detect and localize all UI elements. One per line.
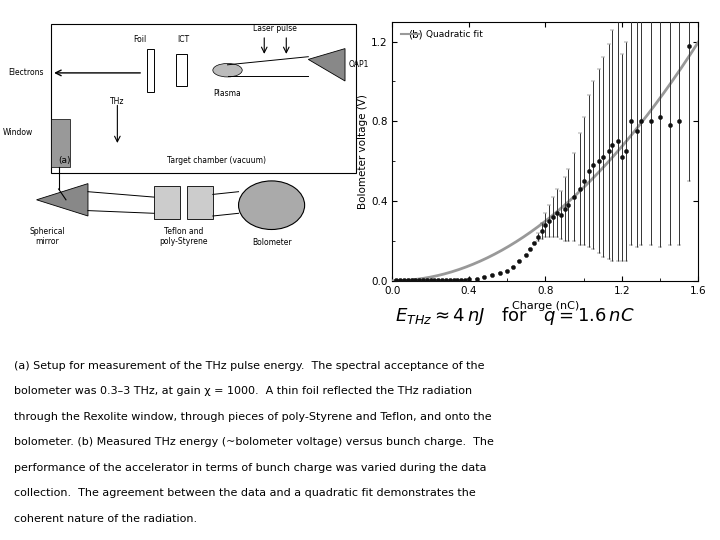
Text: Foil: Foil (132, 35, 146, 44)
Bar (147, 49, 154, 92)
Circle shape (238, 181, 305, 230)
Text: through the Rexolite window, through pieces of poly-Styrene and Teflon, and onto: through the Rexolite window, through pie… (14, 411, 492, 422)
Quadratic fit (665, 82, 674, 88)
Text: THz: THz (110, 97, 125, 106)
Polygon shape (308, 49, 345, 81)
Text: coherent nature of the radiation.: coherent nature of the radiation. (14, 514, 197, 524)
Bar (51, 24, 356, 173)
Text: Plasma: Plasma (214, 89, 241, 98)
Text: Spherical
mirror: Spherical mirror (30, 227, 66, 246)
Text: Electrons: Electrons (9, 69, 44, 77)
Text: performance of the accelerator in terms of bunch charge was varied during the da: performance of the accelerator in terms … (14, 463, 487, 473)
Bar (176, 54, 187, 86)
Text: Target chamber (vacuum): Target chamber (vacuum) (167, 156, 266, 165)
Text: Bolometer: Bolometer (252, 238, 292, 247)
Text: Teflon and
poly-Styrene: Teflon and poly-Styrene (159, 227, 207, 246)
Text: (a) Setup for measurement of the THz pulse energy.  The spectral acceptance of t: (a) Setup for measurement of the THz pul… (14, 361, 485, 371)
Quadratic fit (570, 193, 579, 199)
Bar (187, 186, 213, 219)
Line: Quadratic fit: Quadratic fit (392, 42, 698, 281)
Text: ICT: ICT (177, 35, 189, 44)
Polygon shape (37, 184, 88, 216)
Legend: Quadratic fit: Quadratic fit (397, 26, 486, 42)
Bar (154, 186, 180, 219)
Y-axis label: Bolometer voltage (V): Bolometer voltage (V) (358, 94, 368, 208)
Quadratic fit (646, 108, 654, 114)
Text: bolometer. (b) Measured THz energy (~bolometer voltage) versus bunch charge.  Th: bolometer. (b) Measured THz energy (~bol… (14, 437, 494, 447)
Quadratic fit (388, 278, 397, 284)
Text: collection.  The agreement between the data and a quadratic fit demonstrates the: collection. The agreement between the da… (14, 488, 476, 498)
Text: (b): (b) (408, 29, 423, 39)
Text: bolometer was 0.3–3 THz, at gain χ = 1000.  A thin foil reflected the THz radiat: bolometer was 0.3–3 THz, at gain χ = 100… (14, 386, 472, 396)
Text: $E_{THz} \approx 4\,nJ\quad\mathrm{for}\quad q = 1.6\,nC$: $E_{THz} \approx 4\,nJ\quad\mathrm{for}\… (395, 305, 635, 327)
Text: Window: Window (3, 128, 33, 137)
Quadratic fit (575, 188, 584, 194)
Ellipse shape (213, 64, 242, 77)
Quadratic fit (694, 39, 703, 45)
Text: Laser pulse: Laser pulse (253, 24, 297, 33)
X-axis label: Charge (nC): Charge (nC) (512, 301, 579, 311)
Quadratic fit (570, 194, 578, 200)
Text: OAP1: OAP1 (348, 60, 369, 69)
Text: (a): (a) (58, 156, 71, 165)
Quadratic fit (389, 278, 397, 284)
Bar (51, 119, 70, 167)
